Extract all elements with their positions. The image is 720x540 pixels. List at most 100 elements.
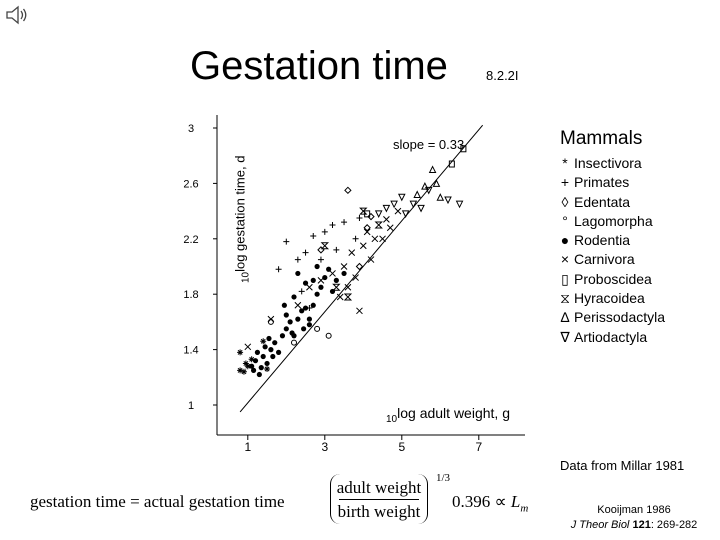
formula-rhs-sub: m: [520, 502, 529, 515]
data-point-rodentia: [252, 358, 259, 364]
data-point-edentata: [363, 224, 371, 232]
legend: * Insectivora + Primates ◊ Edentata ° Lagomo…: [560, 154, 665, 347]
data-point-insectivora: [242, 360, 249, 367]
slope-annotation: slope = 0.33: [393, 137, 465, 152]
data-point-carnivora: [306, 283, 313, 291]
legend-symbol: +: [560, 174, 570, 191]
data-point-rodentia: [314, 291, 320, 297]
data-point-carnivora: [294, 301, 302, 309]
formula-rhs: 0.396 ∝ Lm: [452, 492, 528, 514]
data-point-rodentia: [283, 312, 289, 318]
legend-label: Edentata: [574, 193, 631, 210]
y-tick-label: 1: [188, 400, 194, 412]
data-point-rodentia: [268, 347, 274, 353]
data-point-proboscidea: [460, 145, 467, 153]
data-point-rodentia: [258, 365, 264, 371]
data-point-carnivora: [340, 263, 348, 270]
data-point-rodentia: [306, 322, 312, 328]
legend-item: ∇ Artiodactyla: [560, 328, 665, 347]
data-point-perissodactyla: [413, 190, 422, 198]
formula-rhs-var: L: [510, 492, 521, 511]
y-tick-label: 1.8: [183, 289, 198, 301]
citation-author: Kooijman 1986: [597, 504, 671, 516]
formula-lhs: gestation time = actual gestation time: [30, 492, 285, 511]
data-point-primates: [341, 219, 348, 226]
x-tick-label: 7: [475, 440, 482, 454]
data-point-carnivora: [344, 283, 352, 291]
data-point-hyracoidea: [332, 283, 341, 291]
data-point-insectivora: [248, 356, 255, 363]
x-axis-label-text: log adult weight, g: [397, 405, 510, 421]
data-point-rodentia: [272, 340, 278, 346]
speaker-icon[interactable]: [4, 4, 30, 26]
legend-symbol: °: [562, 212, 568, 229]
data-point-artiodactyla: [401, 210, 410, 218]
data-point-artiodactyla: [455, 200, 464, 209]
data-point-carnivora: [329, 270, 336, 277]
x-axis-label: 10log adult weight, g: [386, 405, 510, 425]
data-point-lagomorpha: [291, 339, 297, 346]
legend-symbol: ●: [560, 232, 570, 249]
data-point-artiodactyla: [390, 200, 398, 209]
legend-symbol: ⧖: [560, 290, 570, 307]
data-point-carnivora: [352, 274, 359, 281]
legend-symbol: ∆: [560, 309, 570, 326]
legend-label: Primates: [574, 174, 630, 191]
data-point-rodentia: [299, 308, 305, 314]
data-point-lagomorpha: [325, 332, 332, 339]
data-point-rodentia: [279, 333, 286, 339]
legend-item: ° Lagomorpha: [560, 212, 665, 231]
y-tick-label: 2.2: [183, 234, 198, 246]
data-point-rodentia: [302, 305, 309, 311]
data-point-primates: [275, 266, 282, 273]
data-point-artiodactyla: [424, 186, 433, 195]
data-point-artiodactyla: [409, 200, 418, 209]
data-point-edentata: [355, 262, 364, 271]
citation-volume: 121: [632, 519, 651, 531]
x-tick-label: 3: [321, 440, 328, 454]
data-point-perissodactyla: [432, 179, 441, 187]
legend-label: Proboscidea: [574, 270, 652, 287]
citation-ref: J Theor Biol 121: 269-282: [560, 518, 708, 533]
legend-item: + Primates: [560, 173, 665, 192]
data-point-carnivora: [348, 249, 356, 257]
data-point-rodentia: [289, 330, 295, 336]
y-axis-label-wrap: 10log gestation time, d: [232, 140, 252, 300]
data-point-rodentia: [256, 371, 262, 378]
data-point-rodentia: [306, 316, 312, 322]
data-point-primates: [298, 288, 305, 295]
legend-item: ◊ Edentata: [560, 193, 665, 212]
data-point-insectivora: [244, 363, 251, 370]
legend-label: Insectivora: [574, 155, 642, 171]
legend-item: ∆ Perissodactyla: [560, 308, 665, 327]
data-point-primates: [317, 256, 324, 263]
data-point-insectivora: [240, 368, 247, 375]
data-point-primates: [321, 228, 328, 235]
data-point-artiodactyla: [374, 210, 383, 218]
data-point-primates: [302, 249, 309, 256]
data-point-carnivora: [267, 315, 275, 323]
data-point-insectivora: [237, 349, 244, 356]
data-point-insectivora: [260, 338, 267, 345]
formula-denominator: birth weight: [337, 502, 421, 521]
data-point-primates: [310, 233, 317, 240]
page-title: Gestation time: [190, 44, 448, 88]
data-point-carnivora: [371, 235, 379, 243]
legend-symbol: *: [562, 155, 568, 171]
legend-label: Carnivora: [574, 251, 635, 268]
data-point-primates: [356, 215, 363, 222]
data-point-rodentia: [287, 319, 293, 325]
data-point-rodentia: [295, 270, 301, 277]
slide-number: 8.2.2I: [486, 68, 519, 83]
data-point-carnivora: [359, 242, 367, 250]
data-point-proboscidea: [448, 160, 455, 168]
y-axis-label-sub: 10: [240, 271, 252, 284]
y-tick-label: 1.4: [183, 345, 198, 357]
data-point-artiodactyla: [417, 204, 425, 213]
data-point-hyracoidea: [374, 221, 383, 229]
data-point-rodentia: [254, 349, 261, 355]
data-point-primates: [333, 246, 340, 253]
y-axis-label-text: log gestation time, d: [232, 155, 248, 272]
data-point-rodentia: [281, 302, 287, 308]
formula-fraction: adult weight birth weight: [330, 474, 428, 524]
